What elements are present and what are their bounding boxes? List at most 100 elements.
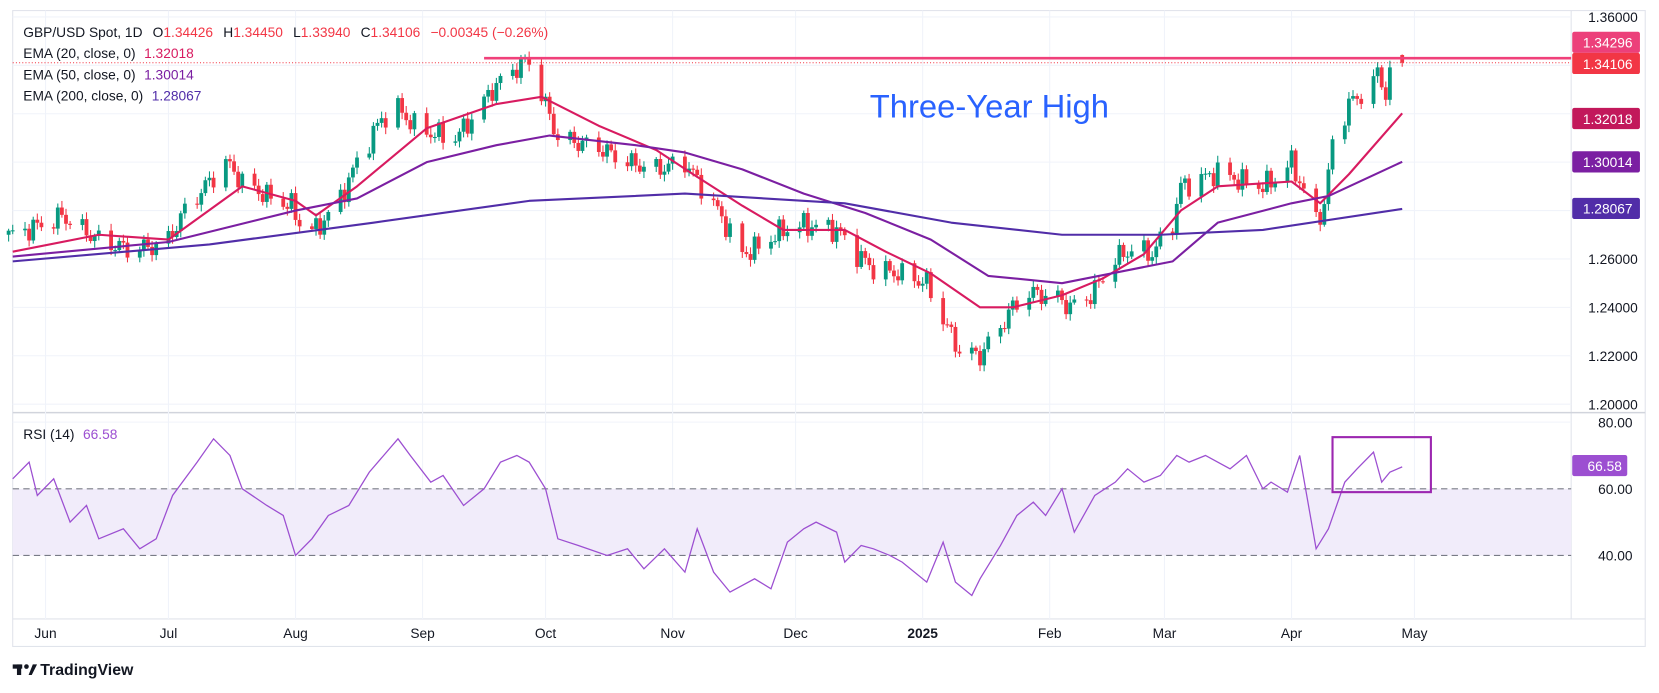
candle (195, 197, 200, 209)
time-tick: Dec (783, 626, 808, 641)
candle (494, 77, 499, 105)
ema-line (12, 95, 1403, 309)
candle (293, 186, 298, 226)
candle (887, 258, 892, 273)
candle (859, 244, 864, 270)
candle (125, 236, 130, 263)
candle (547, 92, 552, 121)
candle (51, 223, 56, 235)
candle (1010, 296, 1015, 316)
candle (1031, 280, 1036, 303)
candle (31, 216, 36, 244)
ema200-legend[interactable]: EMA (200, close, 0) 1.28067 (23, 89, 201, 104)
candle (228, 154, 232, 169)
rsi-legend[interactable]: RSI (14) 66.58 (23, 427, 117, 442)
price-tick: 1.20000 (1588, 397, 1638, 412)
high-value: 1.34450 (233, 25, 283, 40)
ema-line (12, 192, 1403, 263)
candle (1158, 227, 1163, 250)
candle (318, 211, 323, 239)
candle (80, 214, 85, 231)
candle (355, 151, 359, 175)
ema20-legend[interactable]: EMA (20, close, 0) 1.32018 (23, 46, 194, 61)
candle (601, 145, 605, 162)
rsi-tick: 40.00 (1598, 549, 1633, 564)
candle (1285, 160, 1290, 188)
time-tick: 2025 (907, 626, 938, 641)
candle (715, 197, 720, 210)
rsi-value: 66.58 (83, 427, 118, 442)
candle (1322, 197, 1327, 227)
rsi-highlight-box[interactable] (1331, 436, 1432, 494)
candle (633, 148, 638, 173)
candle (748, 247, 753, 267)
candle (60, 200, 64, 218)
legend-header: GBP/USD Spot, 1D O1.34426 H1.34450 L1.33… (23, 25, 548, 40)
candle (662, 164, 667, 182)
candle (1326, 163, 1331, 211)
candle (629, 150, 634, 171)
candle (1273, 177, 1278, 192)
candle (199, 188, 204, 212)
time-tick: May (1402, 626, 1428, 641)
candle (269, 178, 273, 205)
candle (461, 114, 466, 138)
candle (27, 223, 32, 247)
time-axis[interactable]: Jun Jul Aug Sep Oct Nov Dec 2025 Feb Mar Apr May (34, 626, 1427, 641)
candle (982, 342, 987, 372)
candle (424, 107, 429, 138)
candle (728, 218, 732, 243)
price-tick: 1.26000 (1588, 252, 1638, 267)
candle (773, 234, 777, 245)
time-tick: Sep (410, 626, 435, 641)
rsi-axis[interactable]: 80.00 60.00 40.00 66.58 (1572, 415, 1633, 564)
price-tags: 1.34296 1.34106 1.32018 1.30014 1.28067 (1572, 31, 1640, 220)
three-year-high-annotation[interactable]: Three-Year High (870, 87, 1109, 124)
svg-text:1.30014: 1.30014 (1583, 155, 1633, 170)
candle (1125, 251, 1130, 264)
candle (1088, 293, 1093, 309)
candle (1355, 93, 1360, 106)
candle (916, 275, 921, 289)
ema50-legend[interactable]: EMA (50, close, 0) 1.30014 (23, 67, 194, 82)
rsi-line (12, 437, 1403, 597)
candle (10, 224, 15, 235)
candle (1330, 135, 1335, 175)
candle (1174, 197, 1179, 240)
time-tick: Feb (1038, 626, 1062, 641)
candle (978, 345, 982, 372)
candle (1215, 155, 1220, 190)
price-axis[interactable]: 1.36000 1.26000 1.24000 1.22000 1.20000 (1588, 10, 1638, 412)
candle (596, 131, 601, 157)
candle (408, 114, 413, 134)
time-tick: Mar (1153, 626, 1177, 641)
candle (637, 158, 642, 175)
svg-text:1.34296: 1.34296 (1583, 36, 1633, 51)
candle (683, 150, 687, 178)
candle (203, 176, 208, 196)
candle (1015, 296, 1019, 313)
candle (252, 168, 257, 190)
ema-lines (12, 95, 1403, 309)
candle (498, 73, 503, 90)
open-label: O (153, 25, 164, 40)
candle (941, 291, 946, 332)
candle (289, 189, 294, 213)
candle (96, 224, 101, 241)
candle (1371, 69, 1376, 109)
candle (281, 192, 286, 210)
candle (39, 216, 44, 232)
rsi-value-tag: 66.58 (1572, 454, 1628, 477)
tradingview-logo[interactable]: TradingView (12, 662, 134, 679)
candle (211, 171, 216, 194)
candle (166, 225, 171, 249)
candle (1064, 294, 1069, 320)
candle (428, 127, 433, 144)
rsi-tick: 60.00 (1598, 482, 1633, 497)
candle (801, 210, 806, 230)
candle (867, 253, 872, 271)
candle (383, 112, 388, 135)
candle (207, 171, 212, 187)
candle (1092, 273, 1097, 309)
